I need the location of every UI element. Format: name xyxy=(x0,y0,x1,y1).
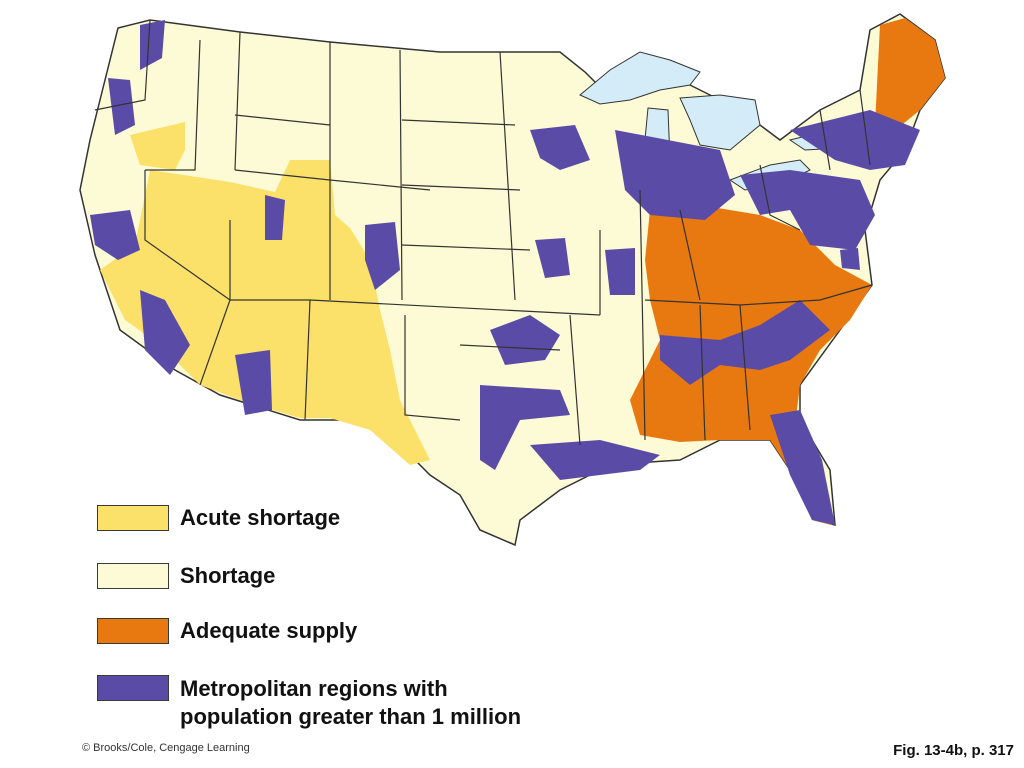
state-borders xyxy=(94,19,873,446)
us-water-supply-map xyxy=(79,13,946,547)
legend-label: Shortage xyxy=(180,563,276,588)
acute-shortage-oregon xyxy=(130,122,185,170)
legend-label: Metropolitan regions with population gre… xyxy=(180,676,522,729)
legend-label: Adequate supply xyxy=(180,618,358,643)
adequate-supply-swatch xyxy=(97,618,169,644)
copyright: © Brooks/Cole, Cengage Learning xyxy=(82,742,250,754)
acute-shortage-swatch xyxy=(97,505,169,531)
acute-shortage-region xyxy=(100,160,430,465)
shortage-swatch xyxy=(97,563,169,589)
figure-reference: Fig. 13-4b, p. 317 xyxy=(893,742,1014,759)
metropolitan-regions xyxy=(90,20,920,525)
legend-label: Acute shortage xyxy=(180,505,341,530)
metropolitan-swatch xyxy=(97,675,169,701)
